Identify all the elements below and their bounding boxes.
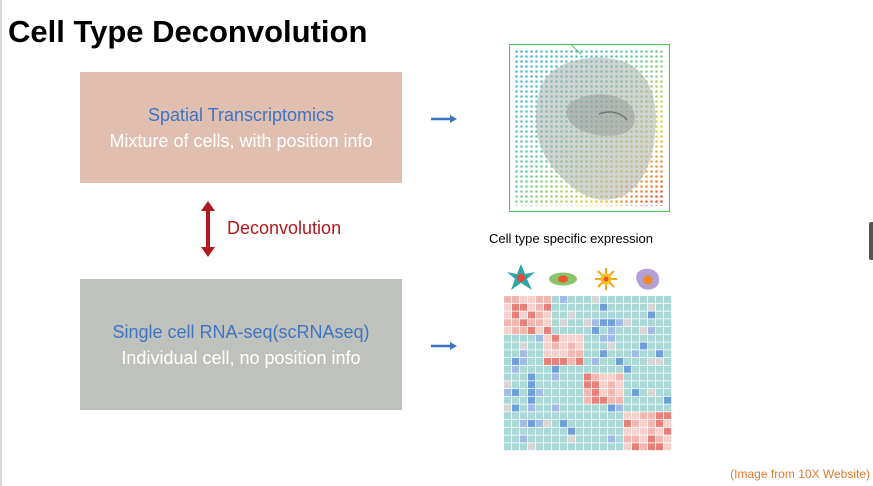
spatial-box-description: Mixture of cells, with position info xyxy=(109,130,373,151)
spatial-transcriptomics-box: Spatial Transcriptomics Mixture of cells… xyxy=(80,72,402,183)
spatial-tissue-image xyxy=(509,44,670,212)
slide-scroll-tab[interactable] xyxy=(869,222,873,260)
cell-type-icons xyxy=(507,264,660,290)
image-credit: (Image from 10X Website) xyxy=(730,467,870,481)
neuron-cell-icon xyxy=(507,264,535,290)
scrnaseq-box-description: Individual cell, no position info xyxy=(121,347,361,368)
scrnaseq-box: Single cell RNA-seq(scRNAseq) Individual… xyxy=(80,279,402,410)
round-cell-icon xyxy=(636,268,660,290)
right-arrow-icon xyxy=(431,115,457,123)
slide-title: Cell Type Deconvolution xyxy=(8,14,368,49)
right-arrow-icon xyxy=(431,342,457,350)
scrnaseq-box-title: Single cell RNA-seq(scRNAseq) xyxy=(112,321,370,342)
spindle-cell-icon xyxy=(549,272,577,286)
spatial-box-title: Spatial Transcriptomics xyxy=(147,104,335,125)
slide-edge xyxy=(0,0,2,486)
expression-caption: Cell type specific expression xyxy=(489,231,654,246)
deconvolution-label: Deconvolution xyxy=(227,218,342,238)
double-arrow-icon xyxy=(201,201,215,257)
astrocyte-cell-icon xyxy=(595,268,617,290)
expression-heatmap-image xyxy=(504,296,672,451)
